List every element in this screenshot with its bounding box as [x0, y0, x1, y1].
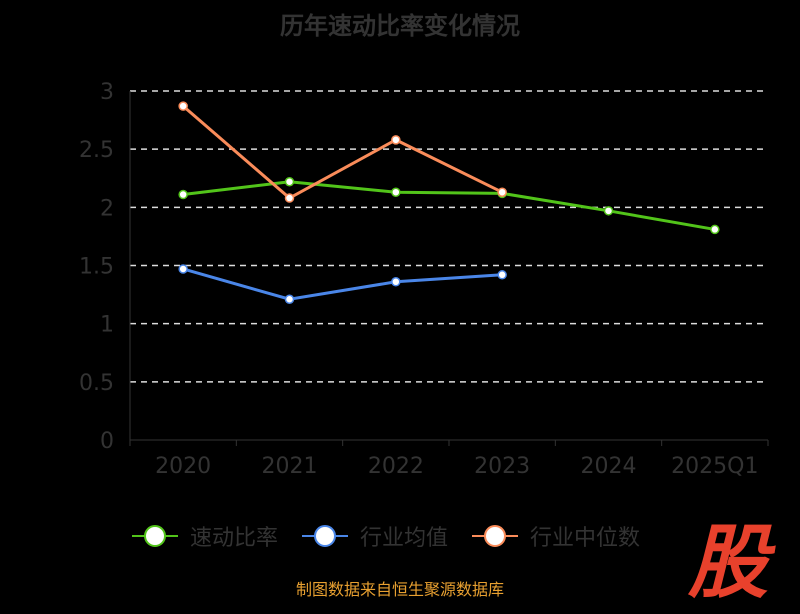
chart-title: 历年速动比率变化情况	[280, 12, 520, 40]
source-note: 制图数据来自恒生聚源数据库	[295, 580, 504, 599]
x-tick-label: 2024	[581, 454, 637, 479]
legend-label: 速动比率	[190, 526, 279, 551]
data-point	[497, 270, 507, 280]
series-line	[182, 267, 503, 301]
data-point	[391, 277, 401, 287]
data-point	[178, 264, 188, 274]
data-point	[603, 206, 614, 216]
series-line	[182, 104, 503, 200]
data-point	[284, 294, 295, 304]
data-point	[391, 135, 401, 145]
y-tick-label: 2.5	[79, 138, 114, 163]
y-tick-label: 2	[100, 196, 114, 221]
x-tick-label: 2025Q1	[671, 454, 758, 479]
y-tick-label: 0.5	[79, 371, 114, 396]
x-tick-label: 2023	[474, 454, 530, 479]
y-tick-label: 0	[100, 429, 114, 454]
series-line	[182, 180, 716, 231]
y-tick-label: 1	[100, 313, 114, 338]
line-chart: 0 0.5 1 1.5 2 2.5 3 2020 2021 2022 2023 2024 2025Q1	[79, 80, 769, 479]
legend-label: 行业均值	[360, 526, 449, 551]
legend-label: 行业中位数	[530, 526, 641, 551]
logo: 股	[688, 516, 768, 609]
legend: 速动比率 行业均值 行业中位数	[130, 520, 640, 552]
data-point	[710, 224, 720, 235]
legend-item[interactable]: 速动比率	[130, 520, 278, 552]
y-tick-label: 3	[100, 80, 114, 105]
legend-marker-icon	[302, 525, 349, 547]
x-tick-label: 2022	[368, 454, 424, 479]
data-point	[391, 187, 401, 197]
data-point	[284, 176, 295, 187]
x-tick-label: 2020	[155, 454, 211, 479]
data-point	[178, 101, 188, 111]
data-point	[497, 187, 507, 197]
data-point	[284, 193, 295, 203]
legend-marker-icon	[132, 525, 178, 547]
y-tick-label: 1.5	[79, 255, 114, 280]
data-point	[178, 189, 188, 200]
legend-item[interactable]: 行业中位数	[470, 520, 640, 552]
legend-marker-icon	[472, 525, 519, 547]
legend-item[interactable]: 行业均值	[300, 520, 448, 552]
x-tick-label: 2021	[262, 454, 318, 479]
